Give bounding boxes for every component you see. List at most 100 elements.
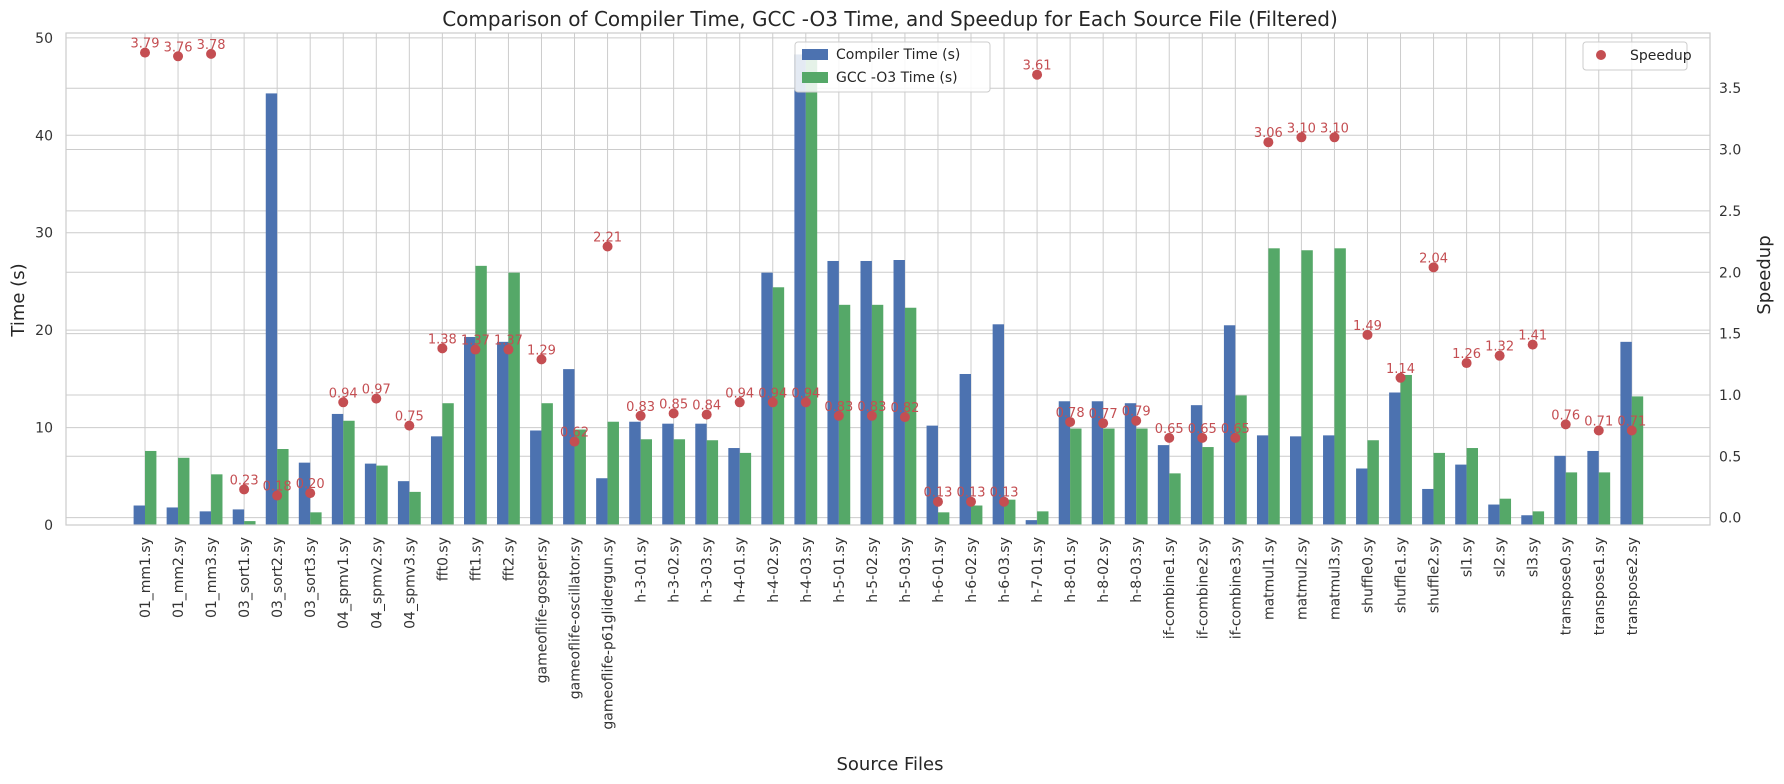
- speedup-point: [1131, 415, 1142, 426]
- bar-compiler-time: [794, 54, 806, 526]
- bar-compiler-time: [1290, 436, 1302, 525]
- speedup-point: [1362, 329, 1373, 340]
- speedup-point: [437, 343, 448, 354]
- speedup-data-label: 3.78: [197, 38, 226, 53]
- bar-gcc-o3-time: [1103, 428, 1115, 525]
- bar-compiler-time: [1587, 450, 1599, 525]
- bar-gcc-o3-time: [508, 272, 520, 525]
- x-tick-label: shuffle2.sy: [1427, 537, 1443, 613]
- legend-swatch-compiler: [802, 49, 828, 60]
- speedup-point: [734, 397, 745, 408]
- legend-label-gcc: GCC -O3 Time (s): [836, 70, 958, 86]
- x-tick-label: if-combine1.sy: [1162, 537, 1178, 639]
- speedup-data-label: 3.06: [1254, 126, 1283, 141]
- y-tick-labels: 0 10 20 30 40 50: [35, 31, 53, 534]
- bar-compiler-time: [166, 507, 179, 525]
- speedup-data-label: 3.10: [1320, 121, 1349, 136]
- speedup-point: [371, 393, 382, 404]
- speedup-data-label: 1.14: [1386, 362, 1415, 377]
- speedup-data-label: 0.94: [791, 386, 820, 401]
- x-tick-label: h-6-02.sy: [964, 537, 980, 603]
- bar-compiler-time: [1190, 405, 1203, 525]
- bar-compiler-time: [1223, 325, 1236, 525]
- bar-gcc-o3-time: [772, 287, 785, 525]
- y-tick-label: 30: [35, 226, 53, 242]
- bar-compiler-time: [1356, 468, 1368, 525]
- x-tick-label: h-7-01.sy: [1030, 537, 1046, 603]
- grid-layer: [66, 33, 1710, 526]
- speedup-point: [833, 410, 844, 421]
- x-tick-label: h-8-02.sy: [1096, 537, 1112, 603]
- x-tick-label: 03_sort1.sy: [237, 537, 253, 618]
- speedup-data-label: 0.77: [1089, 407, 1118, 422]
- bar-gcc-o3-time: [1301, 250, 1313, 525]
- bar-compiler-time: [1488, 504, 1500, 525]
- bar-gcc-o3-time: [706, 440, 719, 525]
- bar-gcc-o3-time: [871, 304, 884, 525]
- speedup-data-label: 0.13: [990, 486, 1019, 501]
- bar-gcc-o3-time: [739, 452, 752, 525]
- x-tick-label: 04_spmv2.sy: [369, 537, 385, 629]
- legend-label-compiler: Compiler Time (s): [836, 47, 960, 63]
- y2-tick-label: 2.5: [1719, 204, 1741, 220]
- speedup-data-label: 0.76: [1551, 408, 1580, 423]
- speedup-point: [701, 409, 712, 420]
- bar-compiler-time: [926, 425, 938, 525]
- bar-compiler-time: [331, 413, 344, 525]
- x-tick-label: transpose1.sy: [1592, 537, 1608, 635]
- x-tick-label: 04_spmv1.sy: [336, 537, 352, 629]
- bar-gcc-o3-time: [971, 505, 983, 525]
- bar-compiler-time: [232, 509, 245, 525]
- speedup-data-label: 0.78: [1056, 406, 1085, 421]
- speedup-point: [1329, 132, 1340, 143]
- x-tick-label: 04_spmv3.sy: [402, 537, 418, 629]
- bar-gcc-o3-time: [1169, 473, 1181, 525]
- bar-gcc-o3-time: [1499, 498, 1512, 525]
- bar-gcc-o3-time: [937, 512, 950, 525]
- speedup-point: [206, 48, 217, 59]
- x-tick-label: h-3-03.sy: [700, 537, 716, 603]
- speedup-data-label: 0.94: [725, 386, 754, 401]
- x-tick-label: h-5-02.sy: [865, 537, 881, 603]
- speedup-data-label: 0.75: [395, 410, 424, 425]
- bar-compiler-time: [1389, 392, 1401, 525]
- points-layer: [140, 47, 1637, 507]
- speedup-point: [1395, 372, 1406, 383]
- bar-gcc-o3-time: [1136, 428, 1148, 525]
- speedup-point: [536, 354, 547, 365]
- bar-gcc-o3-time: [805, 53, 818, 525]
- y-tick-label: 10: [35, 421, 53, 437]
- bar-compiler-time: [497, 341, 509, 525]
- y2-tick-label: 1.5: [1719, 327, 1741, 343]
- bar-gcc-o3-time: [1532, 511, 1545, 525]
- x-tick-label: if-combine2.sy: [1195, 537, 1211, 639]
- x-tick-label: h-5-03.sy: [898, 537, 914, 603]
- bar-gcc-o3-time: [1466, 448, 1478, 525]
- speedup-data-label: 0.94: [758, 386, 787, 401]
- speedup-data-label: 3.61: [1023, 59, 1052, 74]
- speedup-point: [767, 397, 778, 408]
- x-tick-label: 01_mm1.sy: [138, 537, 154, 618]
- y2-axis-title: Speedup: [1754, 235, 1775, 314]
- x-tick-label: matmul1.sy: [1261, 537, 1277, 620]
- y-tick-label: 20: [35, 323, 53, 339]
- bar-gcc-o3-time: [838, 304, 851, 525]
- speedup-data-label: 1.37: [494, 334, 523, 349]
- speedup-point: [140, 47, 150, 58]
- y-tick-label: 0: [44, 518, 53, 534]
- speedup-data-label: 0.65: [1188, 422, 1217, 437]
- speedup-data-label: 0.83: [824, 400, 853, 415]
- y2-tick-label: 0.0: [1719, 511, 1741, 527]
- bar-gcc-o3-time: [1565, 472, 1578, 525]
- speedup-data-label: 0.97: [362, 383, 391, 398]
- speedup-point: [569, 436, 580, 447]
- speedup-point: [1527, 339, 1538, 350]
- x-tick-label: h-8-01.sy: [1063, 537, 1079, 603]
- speedup-data-label: 0.85: [659, 397, 688, 412]
- speedup-point: [899, 412, 910, 423]
- y-tick-label: 50: [35, 31, 53, 47]
- bar-compiler-time: [397, 481, 410, 525]
- bar-compiler-time: [133, 505, 145, 525]
- speedup-point: [800, 397, 811, 408]
